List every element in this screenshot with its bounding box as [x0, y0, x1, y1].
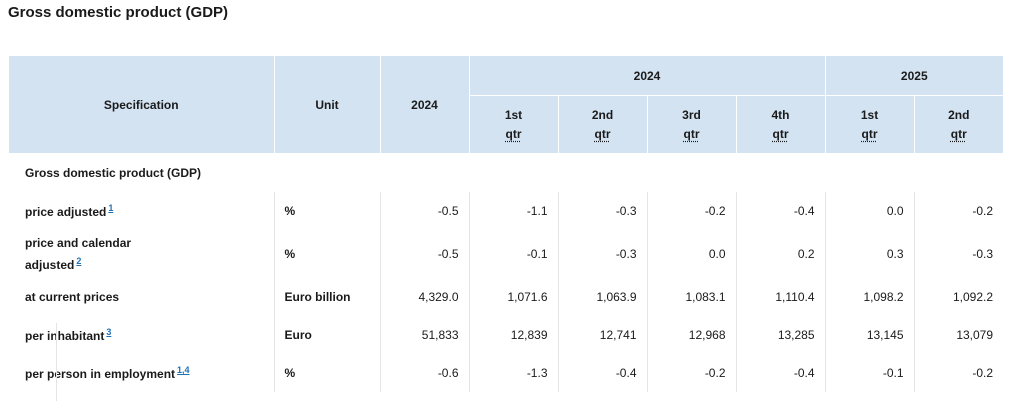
- table-header: Specification Unit 2024 2024 2025 1st qtr…: [9, 56, 1004, 154]
- quarter-abbr[interactable]: qtr: [772, 126, 789, 141]
- row-label-text: at current prices: [25, 290, 120, 304]
- cell-value: -0.2: [646, 192, 736, 230]
- row-label-text: adjusted: [25, 258, 75, 272]
- cell-value: -0.3: [557, 192, 647, 230]
- header-2025-q2: 2nd qtr: [914, 95, 1004, 154]
- row-label: price adjusted 1: [9, 192, 274, 230]
- cell-value: 4,329.0: [379, 278, 469, 316]
- subrow-indent-rule: [56, 323, 57, 401]
- header-2024-q1: 1st qtr: [469, 95, 559, 154]
- cell-value: -0.5: [379, 192, 469, 230]
- table-row: price and calendar adjusted 2 % -0.5 -0.1 …: [9, 230, 1004, 278]
- quarter-abbr[interactable]: qtr: [505, 126, 522, 141]
- quarter-number: 4th: [771, 107, 790, 122]
- header-2024-q3: 3rd qtr: [647, 95, 737, 154]
- cell-value: -0.2: [913, 354, 1004, 392]
- quarter-number: 1st: [504, 107, 523, 122]
- cell-value: 0.0: [824, 192, 915, 230]
- footnote-link[interactable]: 3: [106, 327, 112, 337]
- cell-value: 1,110.4: [735, 278, 826, 316]
- row-label: per person in employment 1,4: [9, 354, 274, 392]
- quarter-number: 1st: [860, 107, 879, 122]
- gdp-table: Specification Unit 2024 2024 2025 1st qtr…: [9, 56, 1004, 392]
- table-row: price adjusted 1 % -0.5 -1.1 -0.3 -0.2 -0…: [9, 192, 1004, 230]
- cell-value: -1.3: [468, 354, 558, 392]
- cell-value: 13,079: [913, 316, 1004, 354]
- row-unit: %: [273, 354, 380, 392]
- cell-value: 1,098.2: [824, 278, 915, 316]
- header-group-2025: 2025: [825, 56, 1004, 96]
- header-specification: Specification: [9, 56, 275, 154]
- footnote-link[interactable]: 1: [108, 203, 114, 213]
- header-2024-q4: 4th qtr: [736, 95, 826, 154]
- cell-value: -0.3: [913, 230, 1004, 278]
- cell-value: -0.1: [468, 230, 558, 278]
- cell-value: 13,285: [735, 316, 826, 354]
- cell-value: 0.2: [735, 230, 826, 278]
- cell-value: -0.3: [557, 230, 647, 278]
- cell-value: -0.2: [646, 354, 736, 392]
- row-label-text: per inhabitant: [25, 329, 105, 343]
- table-row: per inhabitant 3 Euro 51,833 12,839 12,74…: [9, 316, 1004, 354]
- cell-value: -1.1: [468, 192, 558, 230]
- footnote-link[interactable]: 2: [76, 256, 82, 266]
- cell-value: -0.4: [557, 354, 647, 392]
- quarter-number: 3rd: [682, 107, 701, 122]
- row-label-text: price and calendar: [25, 236, 132, 250]
- table-row: Gross domestic product (GDP): [9, 154, 1003, 193]
- header-group-2024: 2024: [469, 56, 826, 96]
- quarter-abbr[interactable]: qtr: [594, 126, 611, 141]
- cell-value: 1,083.1: [646, 278, 736, 316]
- cell-value: 1,063.9: [557, 278, 647, 316]
- cell-value: 12,839: [468, 316, 558, 354]
- table-row: at current prices Euro billion 4,329.0 1…: [9, 278, 1004, 316]
- table-body: Gross domestic product (GDP) price adjus…: [9, 154, 1004, 392]
- row-label: per inhabitant 3: [9, 316, 274, 354]
- header-2024-q2: 2nd qtr: [558, 95, 648, 154]
- cell-value: 12,968: [646, 316, 736, 354]
- quarter-abbr[interactable]: qtr: [950, 126, 967, 141]
- row-label: price and calendar adjusted 2: [9, 230, 274, 278]
- cell-value: 51,833: [379, 316, 469, 354]
- cell-value: 0.3: [824, 230, 915, 278]
- row-unit: Euro billion: [273, 278, 380, 316]
- cell-value: 1,071.6: [468, 278, 558, 316]
- row-unit: %: [273, 192, 380, 230]
- section-label: Gross domestic product (GDP): [25, 166, 202, 180]
- quarter-abbr[interactable]: qtr: [861, 126, 878, 141]
- row-unit: %: [273, 230, 380, 278]
- cell-value: -0.6: [379, 354, 469, 392]
- cell-value: -0.4: [735, 192, 826, 230]
- quarter-number: 2nd: [591, 107, 614, 122]
- cell-value: -0.1: [824, 354, 915, 392]
- cell-value: -0.4: [735, 354, 826, 392]
- cell-value: -0.2: [913, 192, 1004, 230]
- cell-value: -0.5: [379, 230, 469, 278]
- row-label: at current prices: [9, 278, 274, 316]
- row-unit: Euro: [273, 316, 380, 354]
- header-year-2024: 2024: [380, 56, 470, 154]
- footnote-link[interactable]: 1,4: [177, 365, 190, 375]
- header-unit: Unit: [274, 56, 381, 154]
- row-label-text: per person in employment: [25, 367, 176, 381]
- header-2025-q1: 1st qtr: [825, 95, 915, 154]
- quarter-abbr[interactable]: qtr: [683, 126, 700, 141]
- table-row: per person in employment 1,4 % -0.6 -1.3 …: [9, 354, 1004, 392]
- row-label-text: price adjusted: [25, 205, 107, 219]
- quarter-number: 2nd: [948, 107, 970, 122]
- page-title: Gross domestic product (GDP): [8, 4, 229, 21]
- cell-value: 12,741: [557, 316, 647, 354]
- cell-value: 1,092.2: [913, 278, 1004, 316]
- cell-value: 13,145: [824, 316, 915, 354]
- cell-value: 0.0: [646, 230, 736, 278]
